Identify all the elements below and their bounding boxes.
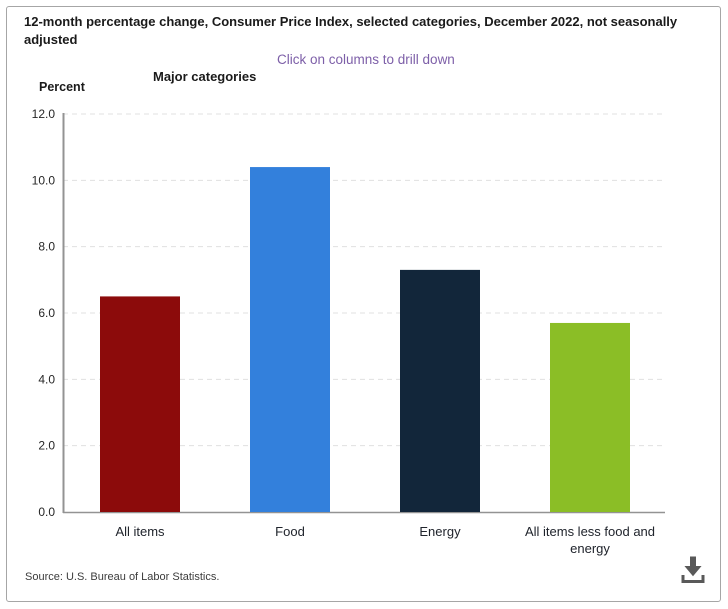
download-button[interactable]	[676, 552, 710, 588]
source-note: Source: U.S. Bureau of Labor Statistics.	[25, 571, 220, 583]
y-tick-label: 0.0	[38, 505, 55, 519]
drilldown-hint: Click on columns to drill down	[277, 52, 455, 67]
x-tick-label-all-items-less-food-and-energy: All items less food and energy	[525, 524, 655, 556]
y-tick-label: 2.0	[38, 439, 55, 453]
x-tick-label-all-items: All items	[115, 524, 165, 539]
y-axis-title: Percent	[39, 80, 85, 94]
download-icon	[681, 556, 705, 583]
y-tick-label: 10.0	[32, 173, 56, 187]
x-axis-title: Major categories	[153, 69, 257, 84]
x-tick-label-food: Food	[275, 524, 305, 539]
bar-energy[interactable]	[400, 269, 480, 512]
bar-all-items[interactable]	[100, 296, 180, 512]
y-tick-label: 12.0	[32, 107, 56, 121]
y-tick-label: 6.0	[38, 306, 55, 320]
bar-food[interactable]	[250, 167, 330, 513]
x-tick-label-energy: Energy	[419, 524, 461, 539]
chart-title: 12-month percentage change, Consumer Pri…	[24, 14, 678, 47]
y-tick-label: 4.0	[38, 372, 55, 386]
y-tick-label: 8.0	[38, 240, 55, 254]
bar-all-items-less-food-and-energy[interactable]	[550, 322, 630, 512]
